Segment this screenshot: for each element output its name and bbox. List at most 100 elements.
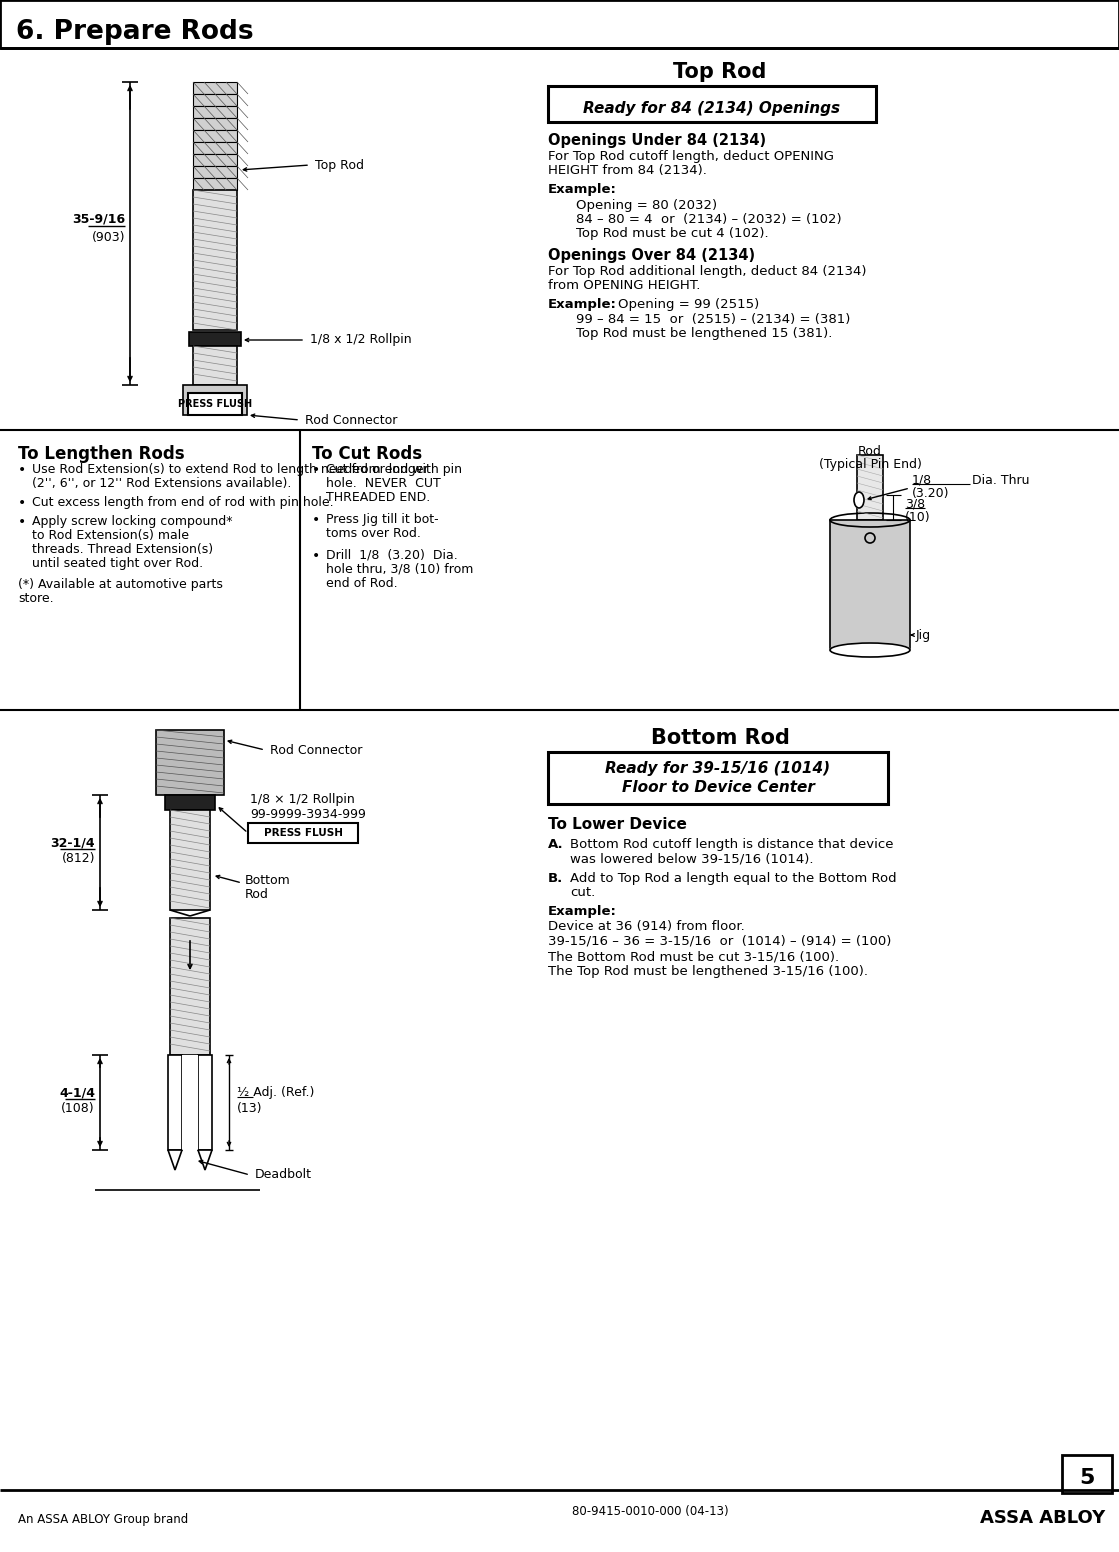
Text: The Top Rod must be lengthened 3-15/16 (100).: The Top Rod must be lengthened 3-15/16 (… bbox=[548, 965, 868, 978]
Text: Opening = 80 (2032): Opening = 80 (2032) bbox=[576, 199, 717, 213]
Text: ½ Adj. (Ref.): ½ Adj. (Ref.) bbox=[237, 1086, 314, 1099]
Text: store.: store. bbox=[18, 591, 54, 605]
Bar bbox=[188, 393, 242, 414]
Text: Example:: Example: bbox=[548, 298, 617, 310]
Text: 80-9415-0010-000 (04-13): 80-9415-0010-000 (04-13) bbox=[572, 1505, 728, 1518]
Text: (108): (108) bbox=[62, 1102, 95, 1114]
Text: •: • bbox=[18, 515, 26, 529]
Text: •: • bbox=[312, 549, 320, 563]
Text: Jig: Jig bbox=[916, 629, 931, 641]
Text: A.: A. bbox=[548, 838, 564, 850]
Text: Bottom: Bottom bbox=[245, 874, 291, 886]
Text: from OPENING HEIGHT.: from OPENING HEIGHT. bbox=[548, 279, 700, 292]
Text: Top Rod: Top Rod bbox=[316, 158, 364, 172]
Bar bbox=[170, 917, 210, 1055]
Text: 99-9999-3934-999: 99-9999-3934-999 bbox=[250, 807, 366, 821]
Ellipse shape bbox=[830, 643, 910, 656]
Text: Deadbolt: Deadbolt bbox=[255, 1169, 312, 1181]
Text: PRESS FLUSH: PRESS FLUSH bbox=[263, 829, 342, 838]
Bar bbox=[1062, 1456, 1112, 1493]
Text: Use Rod Extension(s) to extend Rod to length needed or longer: Use Rod Extension(s) to extend Rod to le… bbox=[32, 462, 429, 476]
Text: 35-9/16: 35-9/16 bbox=[72, 213, 125, 227]
Text: hole.  NEVER  CUT: hole. NEVER CUT bbox=[326, 476, 441, 490]
Bar bbox=[192, 82, 237, 95]
Text: HEIGHT from 84 (2134).: HEIGHT from 84 (2134). bbox=[548, 165, 707, 177]
Bar bbox=[248, 823, 358, 843]
Bar bbox=[192, 154, 237, 166]
Text: To Lengthen Rods: To Lengthen Rods bbox=[18, 445, 185, 462]
Text: •: • bbox=[18, 497, 26, 511]
Text: 4-1/4: 4-1/4 bbox=[59, 1086, 95, 1099]
Text: (903): (903) bbox=[92, 231, 125, 244]
Bar bbox=[192, 178, 237, 189]
Text: Press Jig till it bot-: Press Jig till it bot- bbox=[326, 514, 439, 526]
Text: was lowered below 39-15/16 (1014).: was lowered below 39-15/16 (1014). bbox=[570, 852, 814, 864]
Text: to Rod Extension(s) male: to Rod Extension(s) male bbox=[32, 529, 189, 542]
Text: Ready for 84 (2134) Openings: Ready for 84 (2134) Openings bbox=[583, 101, 840, 115]
Bar bbox=[192, 95, 237, 106]
Text: Top Rod: Top Rod bbox=[674, 62, 767, 82]
Text: 3/8: 3/8 bbox=[905, 498, 925, 511]
Text: (812): (812) bbox=[62, 852, 95, 864]
Bar bbox=[184, 385, 247, 414]
Text: Bottom Rod cutoff length is distance that device: Bottom Rod cutoff length is distance tha… bbox=[570, 838, 893, 850]
Bar bbox=[548, 753, 888, 804]
Text: Device at 36 (914) from floor.: Device at 36 (914) from floor. bbox=[548, 920, 745, 933]
Text: The Bottom Rod must be cut 3-15/16 (100).: The Bottom Rod must be cut 3-15/16 (100)… bbox=[548, 950, 839, 962]
Bar bbox=[857, 455, 883, 520]
Text: (3.20): (3.20) bbox=[912, 486, 950, 500]
Text: An ASSA ABLOY Group brand: An ASSA ABLOY Group brand bbox=[18, 1513, 188, 1527]
Text: Ready for 39-15/16 (1014): Ready for 39-15/16 (1014) bbox=[605, 762, 830, 776]
Bar bbox=[168, 1055, 182, 1150]
Text: 84 – 80 = 4  or  (2134) – (2032) = (102): 84 – 80 = 4 or (2134) – (2032) = (102) bbox=[576, 213, 841, 227]
Text: Floor to Device Center: Floor to Device Center bbox=[621, 781, 815, 796]
Bar bbox=[192, 106, 237, 118]
Bar bbox=[192, 141, 237, 154]
Text: For Top Rod cutoff length, deduct OPENING: For Top Rod cutoff length, deduct OPENIN… bbox=[548, 151, 834, 163]
Text: Rod Connector: Rod Connector bbox=[270, 743, 363, 756]
Text: Example:: Example: bbox=[548, 183, 617, 196]
Text: toms over Rod.: toms over Rod. bbox=[326, 528, 421, 540]
Text: (2'', 6'', or 12'' Rod Extensions available).: (2'', 6'', or 12'' Rod Extensions availa… bbox=[32, 476, 291, 490]
Text: 99 – 84 = 15  or  (2515) – (2134) = (381): 99 – 84 = 15 or (2515) – (2134) = (381) bbox=[576, 314, 850, 326]
Text: 1/8 × 1/2 Rollpin: 1/8 × 1/2 Rollpin bbox=[250, 793, 355, 807]
Text: until seated tight over Rod.: until seated tight over Rod. bbox=[32, 557, 204, 570]
Bar bbox=[830, 520, 910, 650]
Text: Rod: Rod bbox=[245, 888, 269, 900]
Text: 1/8 x 1/2 Rollpin: 1/8 x 1/2 Rollpin bbox=[310, 334, 412, 346]
Text: Drill  1/8  (3.20)  Dia.: Drill 1/8 (3.20) Dia. bbox=[326, 549, 458, 562]
Bar bbox=[548, 85, 876, 123]
Bar bbox=[156, 729, 224, 795]
Text: 32-1/4: 32-1/4 bbox=[50, 837, 95, 849]
Text: Top Rod must be cut 4 (102).: Top Rod must be cut 4 (102). bbox=[576, 227, 769, 241]
Bar bbox=[192, 166, 237, 178]
Text: (13): (13) bbox=[237, 1102, 263, 1114]
Text: B.: B. bbox=[548, 872, 563, 885]
Bar bbox=[192, 130, 237, 141]
Text: 39-15/16 – 36 = 3-15/16  or  (1014) – (914) = (100): 39-15/16 – 36 = 3-15/16 or (1014) – (914… bbox=[548, 934, 892, 948]
Text: 6. Prepare Rods: 6. Prepare Rods bbox=[16, 19, 254, 45]
Bar bbox=[182, 1055, 198, 1150]
Bar bbox=[0, 0, 1119, 48]
Text: •: • bbox=[18, 462, 26, 476]
Text: (*) Available at automotive parts: (*) Available at automotive parts bbox=[18, 577, 223, 591]
Bar bbox=[192, 346, 237, 385]
Text: hole thru, 3/8 (10) from: hole thru, 3/8 (10) from bbox=[326, 563, 473, 576]
Bar bbox=[192, 118, 237, 130]
Text: Cut from end with pin: Cut from end with pin bbox=[326, 462, 462, 476]
Text: •: • bbox=[312, 462, 320, 476]
Text: Dia. Thru: Dia. Thru bbox=[972, 473, 1029, 486]
Text: Opening = 99 (2515): Opening = 99 (2515) bbox=[618, 298, 760, 310]
Text: (Typical Pin End): (Typical Pin End) bbox=[819, 458, 921, 470]
Text: ASSA ABLOY: ASSA ABLOY bbox=[980, 1509, 1104, 1527]
Text: threads. Thread Extension(s): threads. Thread Extension(s) bbox=[32, 543, 213, 556]
Text: end of Rod.: end of Rod. bbox=[326, 577, 397, 590]
Text: Example:: Example: bbox=[548, 905, 617, 917]
Text: Openings Under 84 (2134): Openings Under 84 (2134) bbox=[548, 133, 767, 147]
Text: Rod Connector: Rod Connector bbox=[305, 413, 397, 427]
Polygon shape bbox=[198, 1150, 211, 1170]
Text: To Cut Rods: To Cut Rods bbox=[312, 445, 422, 462]
Bar bbox=[170, 810, 210, 909]
Text: Openings Over 84 (2134): Openings Over 84 (2134) bbox=[548, 248, 755, 262]
Bar bbox=[192, 189, 237, 331]
